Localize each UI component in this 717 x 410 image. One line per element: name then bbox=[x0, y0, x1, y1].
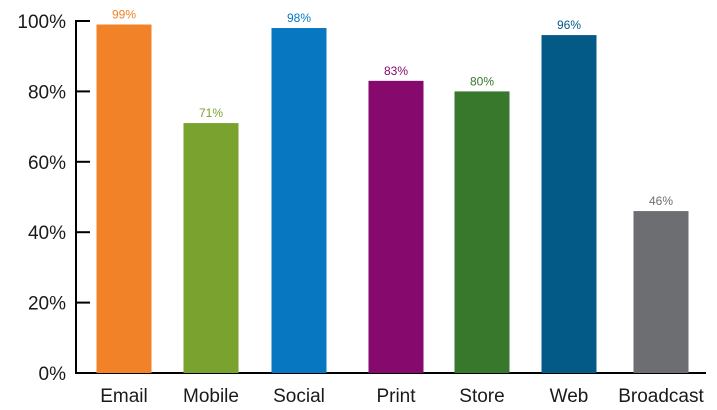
data-label: 98% bbox=[287, 11, 311, 25]
data-label: 71% bbox=[199, 106, 223, 120]
bar-store bbox=[454, 91, 510, 374]
data-label: 96% bbox=[557, 18, 581, 32]
y-tick-label: 100% bbox=[17, 12, 66, 33]
data-label: 83% bbox=[384, 64, 408, 78]
category-label: Web bbox=[550, 386, 589, 407]
bar-web bbox=[541, 35, 597, 373]
category-label: Mobile bbox=[183, 386, 239, 407]
y-axis-ticks: 0% 20% 40% 60% 80% 100% bbox=[17, 12, 90, 385]
bar-social bbox=[271, 28, 327, 373]
bar-broadcast bbox=[633, 211, 689, 373]
y-tick-label: 40% bbox=[28, 223, 66, 244]
bar-email bbox=[96, 24, 152, 374]
category-label: Broadcast bbox=[618, 386, 704, 407]
category-label: Email bbox=[100, 386, 148, 407]
y-tick-label: 60% bbox=[28, 153, 66, 174]
bar-print bbox=[368, 80, 424, 373]
data-label: 99% bbox=[112, 8, 136, 22]
y-tick-label: 20% bbox=[28, 294, 66, 315]
y-tick-label: 0% bbox=[39, 364, 67, 385]
category-label: Print bbox=[376, 386, 416, 407]
chart-bars bbox=[96, 24, 689, 374]
chart-data-labels: 99% 71% 98% 83% 80% 96% 46% bbox=[112, 8, 673, 209]
category-label: Social bbox=[273, 386, 325, 407]
x-axis-category-labels: Email Mobile Social Print Store Web Broadcast bbox=[100, 386, 704, 407]
y-tick-label: 80% bbox=[28, 82, 66, 103]
bar-mobile bbox=[183, 123, 239, 373]
category-label: Store bbox=[459, 386, 504, 407]
data-label: 80% bbox=[470, 74, 494, 88]
data-label: 46% bbox=[649, 194, 673, 208]
